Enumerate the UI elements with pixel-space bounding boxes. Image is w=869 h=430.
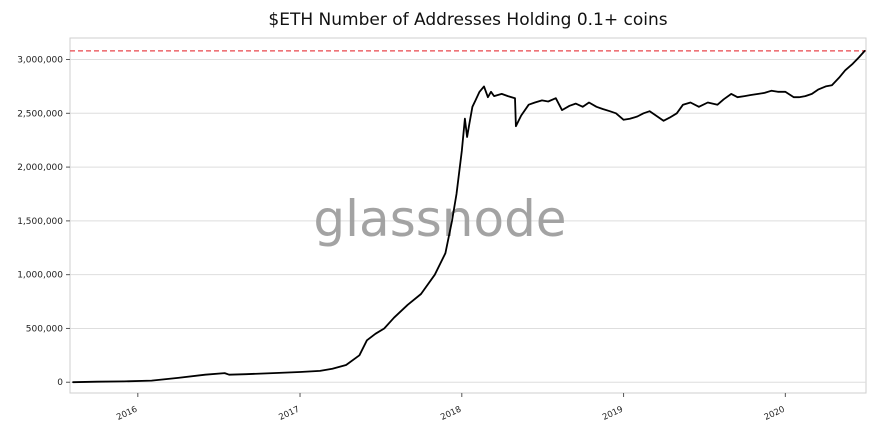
x-tick-label: 2017 bbox=[277, 405, 301, 423]
y-tick-label: 3,000,000 bbox=[17, 56, 63, 66]
x-tick-label: 2016 bbox=[115, 405, 139, 423]
y-tick-label: 2,500,000 bbox=[17, 109, 63, 119]
x-tick-label: 2018 bbox=[439, 405, 463, 423]
gridlines bbox=[70, 59, 866, 383]
y-tick-label: 500,000 bbox=[26, 324, 63, 334]
series-layer bbox=[72, 50, 866, 384]
y-axis: 0 500,000 1,000,000 1,500,000 2,000,000 2,500… bbox=[17, 56, 70, 388]
x-tick-label: 2019 bbox=[601, 405, 625, 423]
plot-frame bbox=[69, 37, 867, 394]
series-line bbox=[72, 50, 866, 384]
y-tick-label: 1,500,000 bbox=[17, 217, 63, 227]
x-tick-label: 2020 bbox=[763, 405, 787, 423]
x-axis: 2016 2017 2018 2019 2020 bbox=[115, 393, 787, 423]
y-tick-label: 0 bbox=[57, 378, 63, 388]
watermark: glassnode bbox=[313, 190, 566, 248]
y-tick-label: 1,000,000 bbox=[17, 271, 63, 281]
chart-title: $ETH Number of Addresses Holding 0.1+ co… bbox=[268, 10, 667, 30]
y-tick-label: 2,000,000 bbox=[17, 163, 63, 173]
